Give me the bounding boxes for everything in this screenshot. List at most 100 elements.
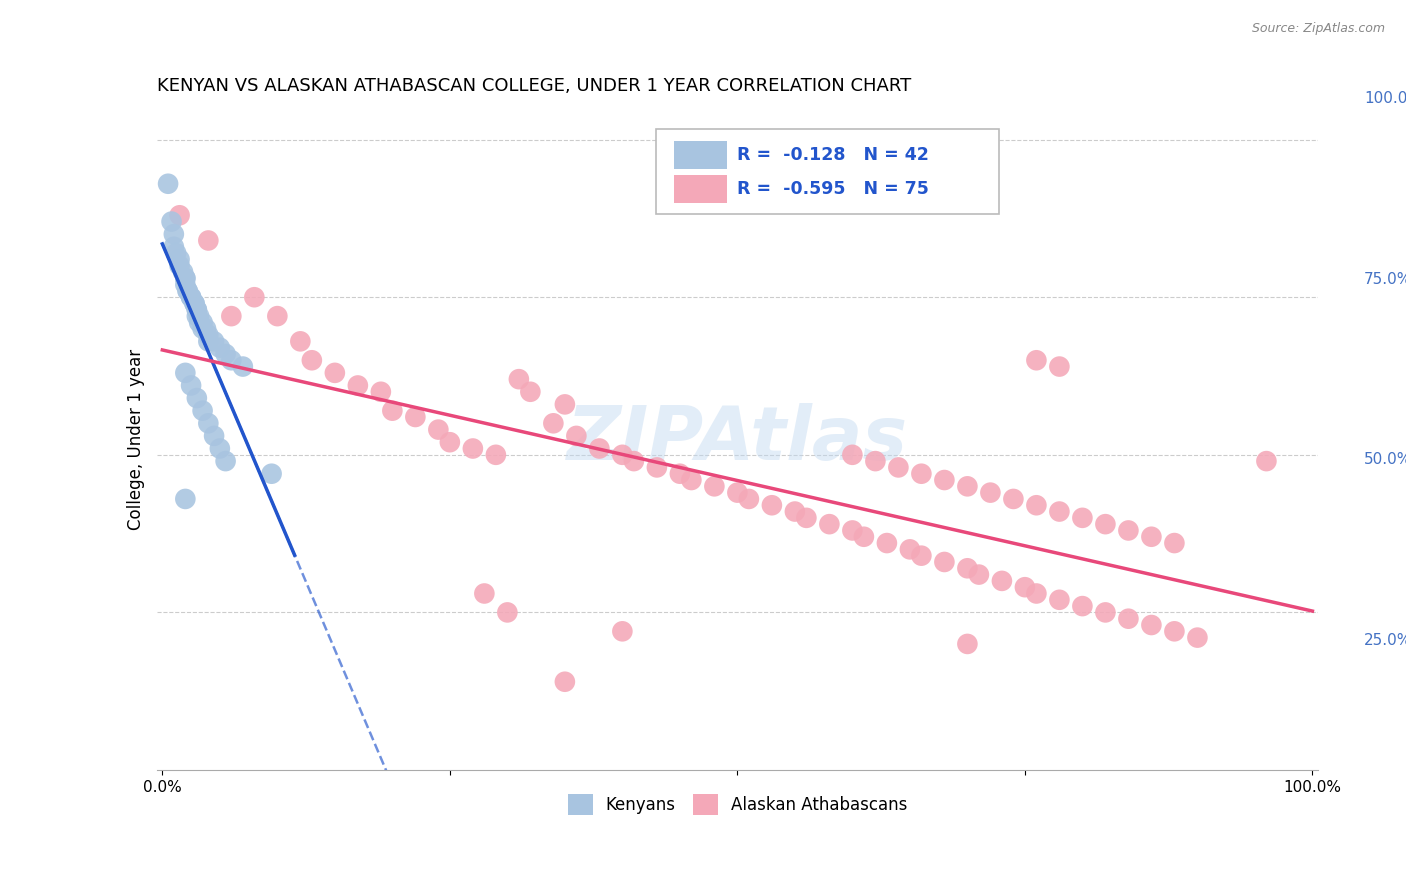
Point [818,517,841,532]
Point [169,208,191,222]
Point [543,417,565,431]
Point [1140,618,1163,632]
Point [266,309,288,323]
Point [887,460,910,475]
Point [1163,536,1185,550]
Point [188,309,211,323]
Point [186,391,208,405]
Point [979,485,1001,500]
Point [381,403,404,417]
Point [1256,454,1278,468]
Point [404,409,426,424]
Text: 25.0%: 25.0% [1364,632,1406,648]
Point [186,302,208,317]
Point [160,214,183,228]
Point [725,485,748,500]
Point [703,479,725,493]
FancyBboxPatch shape [673,175,727,202]
Point [214,454,236,468]
Point [1118,612,1140,626]
Point [474,586,496,600]
Point [681,473,703,487]
Point [221,309,243,323]
Point [645,460,668,475]
Point [496,606,519,620]
Point [208,442,231,456]
Point [967,567,990,582]
Point [427,423,450,437]
Point [1118,524,1140,538]
Point [202,334,225,349]
Point [956,637,979,651]
Point [1071,599,1094,613]
Text: 50.0%: 50.0% [1364,452,1406,467]
Point [243,290,266,304]
Point [508,372,530,386]
Point [183,296,205,310]
Point [554,397,576,411]
Text: Source: ZipAtlas.com: Source: ZipAtlas.com [1251,22,1385,36]
Point [934,473,956,487]
Point [1163,624,1185,639]
Point [163,227,186,242]
Point [612,448,634,462]
Point [197,334,219,349]
Point [180,378,202,392]
Point [1094,517,1116,532]
Point [1187,631,1209,645]
Point [1140,530,1163,544]
Point [176,284,198,298]
Text: R =  -0.128   N = 42: R = -0.128 N = 42 [737,146,929,164]
Point [841,448,863,462]
Point [157,177,180,191]
Point [991,574,1014,588]
Text: ZIPAtlas: ZIPAtlas [567,402,908,475]
Point [290,334,312,349]
Point [565,429,588,443]
Point [180,290,202,304]
Point [669,467,692,481]
Text: 75.0%: 75.0% [1364,271,1406,286]
Point [163,240,186,254]
Point [519,384,541,399]
Point [796,511,818,525]
Point [221,353,243,368]
Point [865,454,887,468]
Point [174,277,197,292]
Point [202,429,225,443]
Text: 100.0%: 100.0% [1364,91,1406,106]
Point [898,542,921,557]
Point [783,504,806,518]
Point [738,491,761,506]
Point [876,536,898,550]
Text: KENYAN VS ALASKAN ATHABASCAN COLLEGE, UNDER 1 YEAR CORRELATION CHART: KENYAN VS ALASKAN ATHABASCAN COLLEGE, UN… [156,78,911,95]
Point [485,448,508,462]
Point [370,384,392,399]
FancyBboxPatch shape [657,129,998,214]
Point [186,309,208,323]
Point [761,498,783,512]
Point [197,417,219,431]
Point [852,530,875,544]
Point [461,442,484,456]
Point [260,467,283,481]
Point [232,359,254,374]
Point [174,271,197,285]
Point [188,315,211,329]
Point [623,454,645,468]
Legend: Kenyans, Alaskan Athabascans: Kenyans, Alaskan Athabascans [561,788,914,822]
Point [1014,580,1036,594]
Point [1025,353,1047,368]
Point [1047,504,1070,518]
Point [191,403,214,417]
Point [1002,491,1025,506]
Y-axis label: College, Under 1 year: College, Under 1 year [128,349,145,530]
Point [183,296,205,310]
Point [934,555,956,569]
Point [554,674,576,689]
Point [172,265,194,279]
Point [208,341,231,355]
Point [176,284,198,298]
Point [191,322,214,336]
Point [323,366,346,380]
